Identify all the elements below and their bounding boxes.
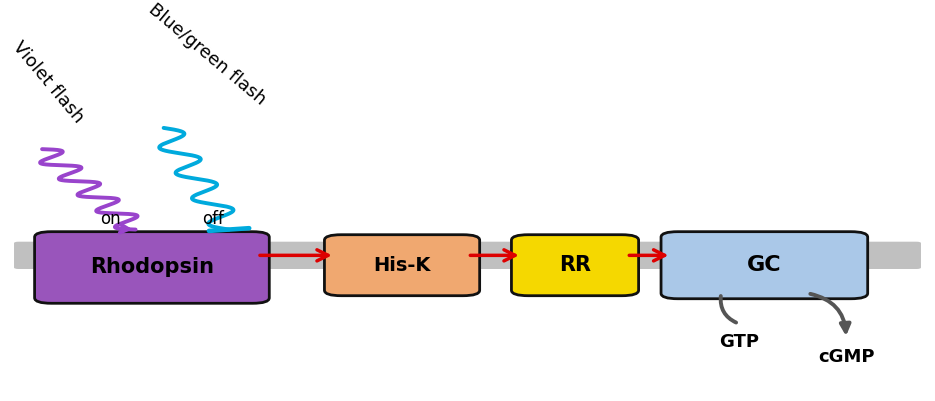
- Text: cGMP: cGMP: [818, 348, 874, 366]
- Text: on: on: [100, 210, 121, 228]
- FancyBboxPatch shape: [324, 235, 480, 296]
- Text: Rhodopsin: Rhodopsin: [90, 257, 214, 277]
- Text: Violet flash: Violet flash: [9, 38, 88, 126]
- Text: RR: RR: [559, 255, 591, 275]
- Text: Blue/green flash: Blue/green flash: [145, 0, 269, 108]
- FancyBboxPatch shape: [661, 232, 868, 299]
- Text: off: off: [202, 210, 224, 228]
- FancyBboxPatch shape: [14, 242, 921, 269]
- Text: GTP: GTP: [719, 333, 758, 351]
- FancyBboxPatch shape: [511, 235, 639, 296]
- Text: GC: GC: [747, 255, 782, 275]
- Text: His-K: His-K: [373, 256, 431, 275]
- FancyBboxPatch shape: [35, 232, 269, 303]
